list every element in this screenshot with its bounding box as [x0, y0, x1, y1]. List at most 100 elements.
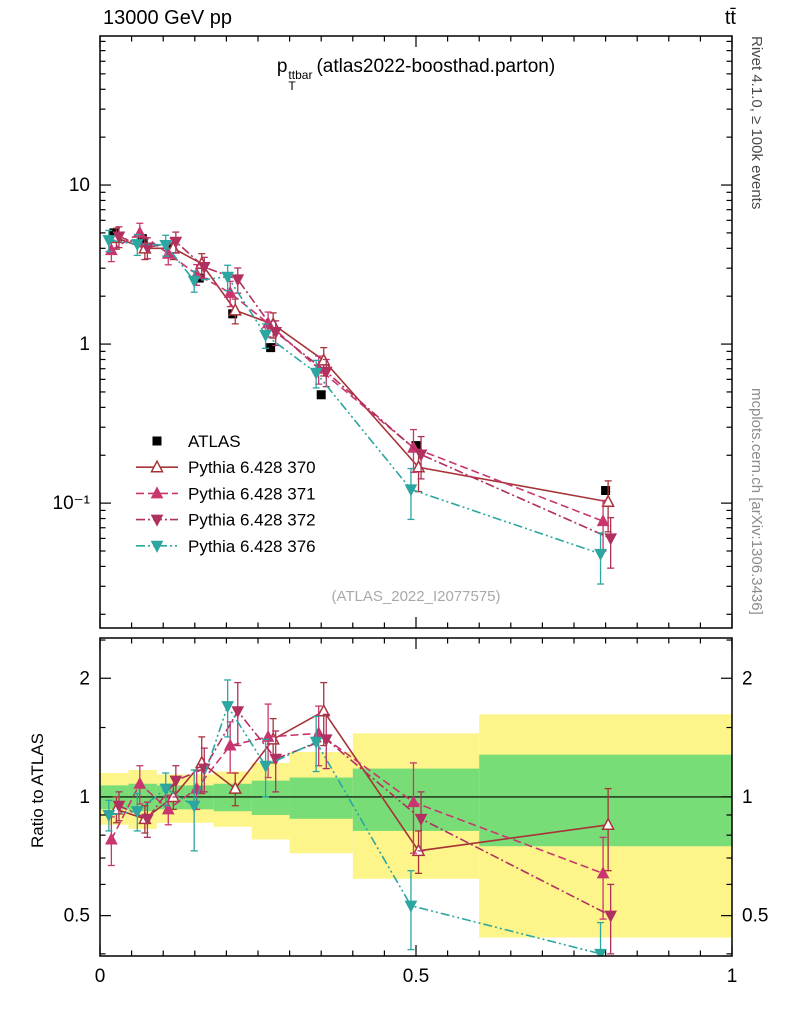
square-marker — [266, 343, 276, 353]
legend: ATLAS Pythia 6.428 370 Pythia 6.428 371 Pyt… — [136, 432, 316, 556]
axis-tick-label: 0.5 — [64, 906, 90, 927]
triangle-down-marker — [102, 235, 116, 248]
legend-label: Pythia 6.428 370 — [188, 458, 316, 477]
green-band-bin — [352, 768, 480, 831]
triangle-down-marker — [221, 701, 234, 714]
triangle-down-marker — [141, 813, 154, 826]
triangle-up-open-marker — [228, 302, 242, 316]
triangle-down-marker — [112, 231, 126, 244]
triangle-down-marker — [130, 239, 144, 252]
ratio-series-pythia-6-428-376 — [102, 679, 607, 956]
triangle-down-marker — [594, 948, 607, 956]
ratio-series-pythia-6-428-370 — [109, 681, 615, 875]
ratio-series-pythia-6-428-372 — [112, 681, 617, 955]
triangle-down-marker — [159, 783, 173, 796]
triangle-down-marker — [269, 327, 283, 340]
triangle-down-marker — [309, 736, 323, 749]
beam-energy-label: 13000 GeV pp — [103, 7, 232, 29]
title-rest: (atlas2022-boosthad.parton) — [316, 56, 556, 77]
triangle-down-marker — [130, 806, 144, 819]
axis-ticks — [99, 36, 733, 956]
series-line — [110, 231, 604, 522]
axis-tick-label: 10⁻¹ — [53, 493, 91, 514]
axis-tick-label: 1 — [742, 787, 753, 808]
triangle-down-marker — [150, 540, 164, 553]
triangle-up-marker — [133, 225, 147, 238]
triangle-down-marker — [231, 274, 245, 287]
legend-label: Pythia 6.428 372 — [188, 511, 316, 530]
axis-tick-label: 0.5 — [742, 906, 768, 927]
triangle-up-open-marker — [601, 817, 615, 831]
axis-tick-label: 0.5 — [403, 966, 429, 987]
triangle-down-marker — [197, 262, 211, 275]
triangle-down-marker — [259, 330, 272, 343]
triangle-down-marker — [319, 734, 333, 747]
rivet-version-label: Rivet 4.1.0, ≥ 100k events — [748, 36, 765, 210]
axis-tick-label: 2 — [742, 668, 753, 689]
title-base: p — [276, 56, 288, 77]
triangle-up-marker — [407, 795, 420, 808]
triangle-up-marker — [223, 285, 237, 298]
axis-tick-label: 0 — [95, 966, 106, 987]
analysis-id-watermark: (ATLAS_2022_I2077575) — [331, 588, 501, 605]
axis-tick-label: 1 — [79, 334, 90, 355]
legend-label: ATLAS — [188, 432, 241, 451]
title-script: ttbar T — [288, 68, 313, 93]
legend-item-pythia-6-428-376: Pythia 6.428 376 — [136, 537, 316, 556]
series-line — [118, 235, 611, 540]
triangle-down-marker — [102, 809, 116, 823]
triangle-down-marker — [259, 760, 272, 773]
square-marker — [601, 486, 611, 496]
series-pythia-6-428-372 — [112, 226, 617, 569]
process-label: tt̄ — [724, 7, 736, 29]
triangle-up-marker — [150, 486, 164, 499]
triangle-up-marker — [596, 514, 610, 527]
triangle-down-marker — [141, 242, 154, 255]
triangle-up-marker — [161, 802, 175, 815]
triangle-down-marker — [159, 239, 173, 253]
axis-tick-label: 1 — [79, 787, 90, 808]
green-band-bin — [479, 754, 732, 847]
triangle-down-marker — [169, 775, 183, 788]
legend-item-atlas: ATLAS — [152, 432, 241, 451]
title-subscript: T — [288, 79, 296, 93]
triangle-up-marker — [596, 866, 610, 879]
axis-tick-label: 1 — [727, 966, 738, 987]
square-marker — [152, 436, 162, 446]
triangle-down-marker — [414, 449, 428, 462]
triangle-down-marker — [404, 900, 418, 913]
series-atlas — [109, 228, 611, 496]
triangle-down-marker — [221, 271, 234, 284]
legend-item-pythia-6-428-372: Pythia 6.428 372 — [136, 511, 316, 530]
triangle-down-marker — [112, 800, 126, 813]
title-superscript: ttbar — [288, 68, 313, 82]
triangle-down-marker — [319, 366, 333, 379]
series-pythia-6-428-371 — [105, 222, 610, 552]
triangle-down-marker — [150, 514, 164, 527]
axis-tick-label: 10 — [69, 175, 90, 196]
triangle-up-open-marker — [150, 459, 164, 473]
legend-label: Pythia 6.428 376 — [188, 537, 316, 556]
triangle-down-marker — [604, 533, 617, 546]
triangle-down-marker — [309, 367, 323, 380]
triangle-up-marker — [223, 738, 237, 751]
triangle-down-marker — [604, 910, 617, 923]
green-band-bin — [289, 777, 353, 819]
triangle-down-marker — [414, 813, 428, 826]
legend-item-pythia-6-428-371: Pythia 6.428 371 — [136, 484, 316, 503]
square-marker — [316, 390, 326, 400]
ratio-axis-title: Ratio to ATLAS — [28, 733, 47, 848]
series-line — [110, 732, 604, 875]
legend-item-pythia-6-428-370: Pythia 6.428 370 — [136, 458, 316, 477]
triangle-down-marker — [231, 706, 245, 719]
green-band-bin — [251, 780, 290, 815]
triangle-down-marker — [594, 548, 607, 561]
triangle-up-open-marker — [316, 703, 331, 717]
mcplots-credit-label: mcplots.cern.ch [arXiv:1306.3436] — [748, 388, 765, 615]
triangle-down-marker — [169, 236, 183, 249]
triangle-up-marker — [133, 776, 147, 789]
triangle-down-marker — [404, 484, 418, 497]
series-pythia-6-428-376 — [102, 229, 607, 585]
